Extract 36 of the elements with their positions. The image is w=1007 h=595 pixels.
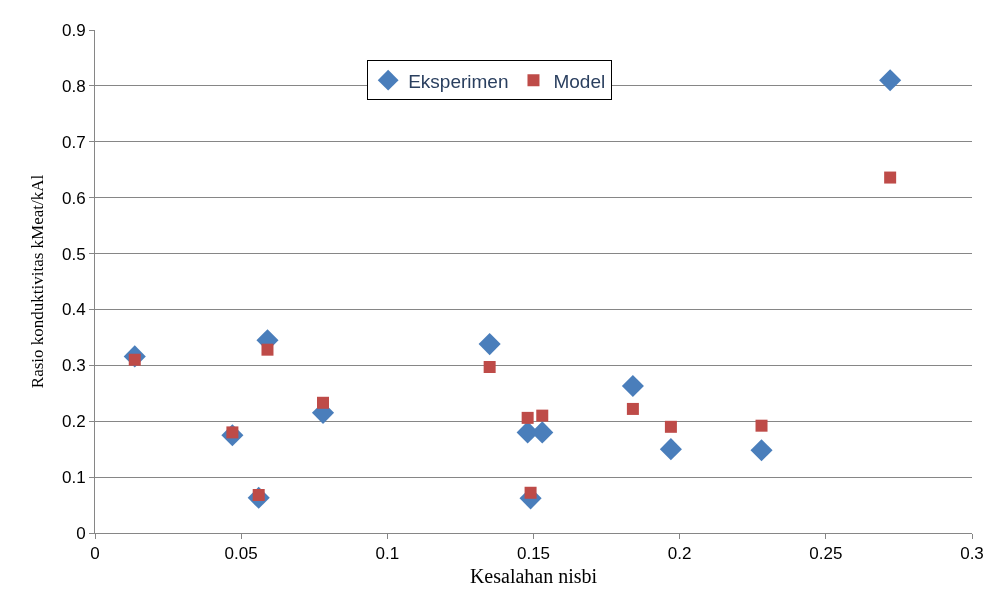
- y-tick-label: 0.8: [61, 76, 86, 96]
- y-tick-label: 0.6: [61, 188, 86, 208]
- y-tick-label: 0.4: [61, 300, 86, 320]
- y-axis-title: Rasio konduktivitas kMeat/kAl: [27, 174, 47, 389]
- point: [521, 411, 534, 424]
- point: [478, 333, 501, 356]
- x-tick-label: 0.1: [375, 544, 400, 564]
- legend-label: Eksperimen: [408, 70, 509, 92]
- y-tick-label: 0.5: [61, 244, 86, 264]
- x-tick-label: 0: [90, 544, 100, 564]
- y-tick-label: 0: [76, 523, 86, 543]
- point: [317, 396, 330, 409]
- point: [621, 374, 644, 398]
- legend-label: Model: [553, 70, 606, 92]
- x-tick-label: 0.15: [516, 544, 551, 564]
- point: [755, 419, 768, 432]
- point: [750, 439, 773, 462]
- point: [884, 171, 897, 184]
- point: [626, 402, 639, 415]
- x-tick-label: 0.05: [224, 544, 258, 564]
- x-tick-label: 0.2: [667, 544, 692, 564]
- point: [261, 343, 274, 356]
- point: [536, 409, 549, 422]
- x-tick-label: 0.3: [960, 544, 984, 564]
- point: [483, 361, 496, 374]
- y-tick-label: 0.9: [61, 20, 86, 40]
- x-axis-title: Kesalahan nisbi: [469, 564, 598, 587]
- y-tick-label: 0.2: [61, 412, 86, 432]
- x-tick-label: 0.25: [809, 544, 843, 564]
- y-tick-label: 0.1: [61, 468, 86, 488]
- point: [659, 438, 682, 461]
- y-tick-label: 0.3: [61, 356, 86, 376]
- y-tick-label: 0.7: [61, 132, 86, 152]
- point: [879, 69, 902, 92]
- point: [664, 420, 677, 433]
- point: [524, 486, 537, 499]
